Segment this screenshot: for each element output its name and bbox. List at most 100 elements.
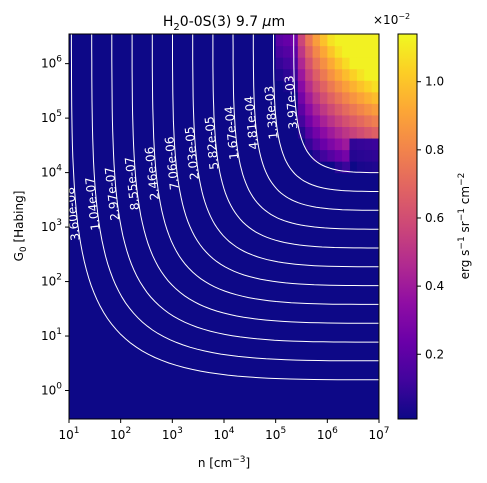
heatmap-cell <box>334 126 343 139</box>
y-tick-label: 100 <box>41 382 62 398</box>
x-tick-label: 107 <box>368 426 389 442</box>
contour-labels: 3.60e-08 1.04e-07 2.97e-07 8.55e-07 2.46e-06… <box>63 75 301 241</box>
contour-line <box>91 34 379 362</box>
contour-label: 4.81e-04 <box>242 95 261 150</box>
heatmap-cell <box>297 45 306 58</box>
heatmap-cell <box>327 34 336 47</box>
heatmap-cell <box>334 114 343 127</box>
contour-label: 3.97e-03 <box>282 75 300 130</box>
heatmap-cell <box>305 126 314 139</box>
heatmap-cell <box>297 34 306 47</box>
x-tick-label: 104 <box>213 426 234 442</box>
heatmap-cell <box>283 34 292 47</box>
heatmap-cell <box>371 103 379 116</box>
heatmap-cell <box>334 57 343 70</box>
colorbar-multiplier: ×10−2 <box>373 12 410 27</box>
colorbar-ticks: 0.2 0.4 0.6 0.8 1.0 <box>417 75 444 361</box>
heatmap-cell <box>371 149 379 162</box>
heatmap-cell <box>342 68 351 81</box>
heatmap-cell <box>327 68 336 81</box>
heatmap-cell <box>349 126 358 139</box>
heatmap-cell <box>312 34 321 47</box>
y-axis-label: G0 [Habing] <box>12 191 29 262</box>
heatmap-cell <box>364 103 373 116</box>
heatmap-cell <box>371 45 379 58</box>
heatmap-cell <box>305 103 314 116</box>
heatmap-cell <box>364 34 373 47</box>
heatmap-cell <box>319 57 328 70</box>
contour-label: 3.60e-08 <box>63 186 83 241</box>
heatmap-cell <box>356 161 365 174</box>
heatmap-cell <box>312 149 321 162</box>
x-axis: 101 102 103 104 105 106 107 <box>58 419 390 442</box>
heatmap-cell <box>312 137 321 151</box>
heatmap-cell <box>327 80 336 93</box>
heatmap-cell <box>334 137 343 151</box>
heatmap-cell <box>297 114 306 127</box>
heatmap-cell <box>312 114 321 127</box>
heatmap-cell <box>283 57 292 70</box>
heatmap-cell <box>305 80 314 93</box>
heatmap-cell <box>364 91 373 104</box>
heatmap-cell <box>319 103 328 116</box>
heatmap-cell <box>349 114 358 127</box>
heatmap-cell <box>342 126 351 139</box>
heatmap-cell <box>349 149 358 162</box>
y-tick-label: 101 <box>41 327 62 343</box>
heatmap-cell <box>305 57 314 70</box>
heatmap-cell <box>334 161 343 174</box>
x-tick-label: 102 <box>110 426 131 442</box>
y-tick-label: 105 <box>41 109 62 125</box>
heatmap-cell <box>334 45 343 58</box>
heatmap-cell <box>342 45 351 58</box>
heatmap-cell <box>364 137 373 151</box>
heatmap-cell <box>342 161 351 174</box>
heatmap-cell <box>364 161 373 174</box>
contour-label: 1.38e-03 <box>262 85 281 140</box>
contour-line <box>111 34 379 343</box>
heatmap-cell <box>334 68 343 81</box>
heatmap-cell <box>297 103 306 116</box>
heatmap-cell <box>356 114 365 127</box>
heatmap-cell <box>312 103 321 116</box>
contour-label: 2.03e-05 <box>182 126 201 181</box>
heatmap-cell <box>356 57 365 70</box>
heatmap-cell <box>297 68 306 81</box>
colorbar <box>397 33 418 420</box>
heatmap-cell <box>349 68 358 81</box>
heatmap-cell <box>342 57 351 70</box>
contour-lines <box>70 34 379 381</box>
heatmap-cell <box>283 68 292 81</box>
y-tick-label: 103 <box>41 218 62 234</box>
heatmap-cell <box>290 57 299 70</box>
heatmap-cell <box>275 34 284 47</box>
heatmap-cells <box>275 34 379 174</box>
heatmap-cell <box>312 57 321 70</box>
contour-label: 8.55e-07 <box>122 156 142 211</box>
contour-line <box>252 34 379 211</box>
heatmap-cell <box>334 34 343 47</box>
heatmap-cell <box>334 80 343 93</box>
heatmap-cell <box>364 57 373 70</box>
heatmap-cell <box>312 68 321 81</box>
x-tick-label: 105 <box>265 426 286 442</box>
heatmap-cell <box>297 91 306 104</box>
heatmap-cell <box>356 137 365 151</box>
chart-title: H20-0S(3) 9.7 μm <box>163 14 285 33</box>
heatmap-cell <box>371 137 379 151</box>
contour-line <box>151 34 379 305</box>
heatmap-cell <box>349 137 358 151</box>
heatmap-cell <box>305 137 314 151</box>
heatmap-cell <box>371 57 379 70</box>
heatmap-cell <box>334 149 343 162</box>
heatmap-cell <box>349 80 358 93</box>
heatmap-cell <box>305 45 314 58</box>
heatmap-cell <box>356 126 365 139</box>
contour-line <box>293 34 379 174</box>
colorbar-label: erg s−1 sr−1 cm−2 <box>457 173 472 280</box>
heatmap-cell <box>275 45 284 58</box>
heatmap-cell <box>342 34 351 47</box>
heatmap-cell <box>356 91 365 104</box>
heatmap-cell <box>364 80 373 93</box>
heatmap-cell <box>356 68 365 81</box>
